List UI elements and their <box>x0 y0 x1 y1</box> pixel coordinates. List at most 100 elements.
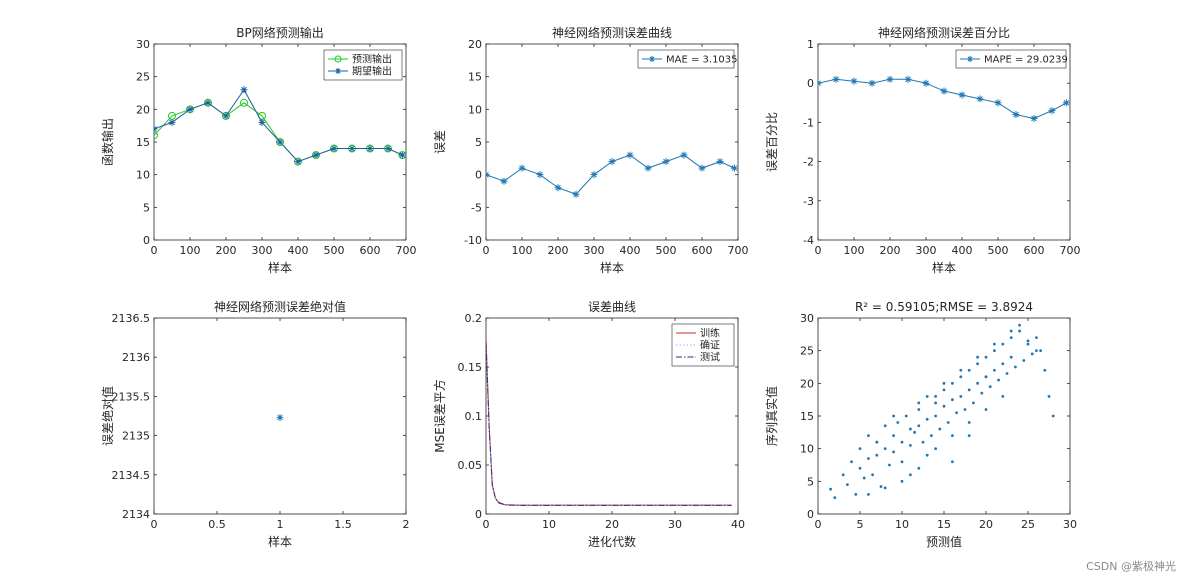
data-point <box>967 368 971 372</box>
data-point <box>959 368 963 372</box>
y-tick-label: 2136 <box>122 351 150 364</box>
y-tick-label: -4 <box>803 234 814 247</box>
x-tick-label: 200 <box>216 244 237 257</box>
data-point <box>951 434 954 437</box>
y-tick-label: -3 <box>803 195 814 208</box>
data-point <box>258 118 266 126</box>
x-axis-label: 样本 <box>932 260 956 275</box>
data-point <box>154 125 158 133</box>
data-point <box>1022 359 1026 362</box>
x-tick-label: 10 <box>542 518 556 531</box>
data-point <box>1051 414 1055 418</box>
data-point <box>940 87 948 95</box>
x-tick-label: 15 <box>937 518 951 531</box>
data-point <box>904 75 912 83</box>
y-tick-label: 2136.5 <box>112 312 151 325</box>
data-point <box>967 434 971 437</box>
data-point <box>384 145 392 153</box>
x-tick-label: 400 <box>952 244 973 257</box>
data-point <box>1043 368 1047 372</box>
data-point <box>1018 323 1021 327</box>
data-point <box>1001 395 1005 398</box>
x-axis-label: 样本 <box>268 260 292 275</box>
y-tick-label: -2 <box>803 156 814 169</box>
y-tick-label: -5 <box>471 201 482 214</box>
y-tick-label: 2134.5 <box>112 469 151 482</box>
data-point <box>959 375 963 379</box>
data-point <box>240 98 248 107</box>
legend-box <box>323 49 403 81</box>
data-point <box>698 164 706 172</box>
y-tick-label: 25 <box>800 345 814 358</box>
y-tick-label: 0 <box>475 508 482 521</box>
y-tick-label: 15 <box>468 71 482 84</box>
data-point <box>1014 365 1017 369</box>
x-tick-label: 500 <box>656 244 677 257</box>
data-point <box>1047 395 1051 398</box>
data-point <box>938 427 942 431</box>
data-point <box>1030 114 1038 122</box>
data-point <box>1048 107 1056 115</box>
data-point <box>900 479 904 483</box>
x-tick-label: 2 <box>403 518 410 531</box>
legend-label: 预测输出 <box>352 53 392 66</box>
data-point <box>892 434 895 437</box>
y-tick-label: -1 <box>803 116 814 129</box>
y-tick-label: 30 <box>800 312 814 325</box>
data-point <box>883 486 887 490</box>
plot-area <box>817 43 1071 241</box>
data-point <box>858 447 862 451</box>
data-point <box>917 466 921 470</box>
data-point <box>862 476 866 480</box>
x-tick-label: 1.5 <box>334 518 352 531</box>
chart-title: R² = 0.59105;RMSE = 3.8924 <box>855 300 1033 314</box>
y-tick-label: 15 <box>800 410 814 423</box>
data-point <box>716 158 724 166</box>
data-point <box>972 401 975 405</box>
legend-label: 训练 <box>700 327 720 340</box>
data-point <box>997 378 1000 382</box>
y-axis-label: 序列真实值 <box>764 386 779 446</box>
legend-marker <box>335 68 341 74</box>
data-point <box>1035 336 1038 339</box>
data-point <box>909 444 912 447</box>
data-point <box>993 342 996 346</box>
data-point <box>900 440 904 444</box>
data-point <box>1026 339 1030 343</box>
data-point <box>590 171 598 179</box>
data-point <box>917 401 921 405</box>
chart-title: BP网络预测输出 <box>236 25 323 40</box>
x-tick-label: 40 <box>731 518 745 531</box>
data-point <box>892 450 895 454</box>
legend-label: 期望输出 <box>352 65 392 78</box>
y-axis-label: 函数输出 <box>100 118 115 166</box>
data-point <box>330 145 338 153</box>
data-point <box>554 184 562 192</box>
data-point <box>951 381 954 385</box>
data-point <box>276 414 284 422</box>
y-tick-label: 5 <box>807 475 814 488</box>
data-point <box>841 473 845 477</box>
x-tick-label: 25 <box>1021 518 1035 531</box>
x-tick-label: 20 <box>979 518 993 531</box>
data-layer <box>829 323 1055 500</box>
data-point <box>1035 349 1038 353</box>
data-point <box>875 440 879 444</box>
x-tick-label: 400 <box>620 244 641 257</box>
y-tick-label: 30 <box>136 38 150 51</box>
data-point <box>500 177 508 185</box>
x-tick-label: 10 <box>895 518 909 531</box>
data-point <box>892 414 895 418</box>
data-point <box>984 355 988 359</box>
legend-label: MAE = 3.1035 <box>666 55 738 66</box>
y-tick-label: 2135.5 <box>112 390 151 403</box>
x-tick-label: 700 <box>1060 244 1081 257</box>
y-tick-label: 2135 <box>122 430 150 443</box>
data-point <box>626 151 634 159</box>
data-point <box>1012 111 1020 119</box>
data-point <box>1026 342 1030 346</box>
legend-label: 确证 <box>700 339 720 352</box>
y-tick-label: 0 <box>143 234 150 247</box>
x-tick-label: 5 <box>857 518 864 531</box>
